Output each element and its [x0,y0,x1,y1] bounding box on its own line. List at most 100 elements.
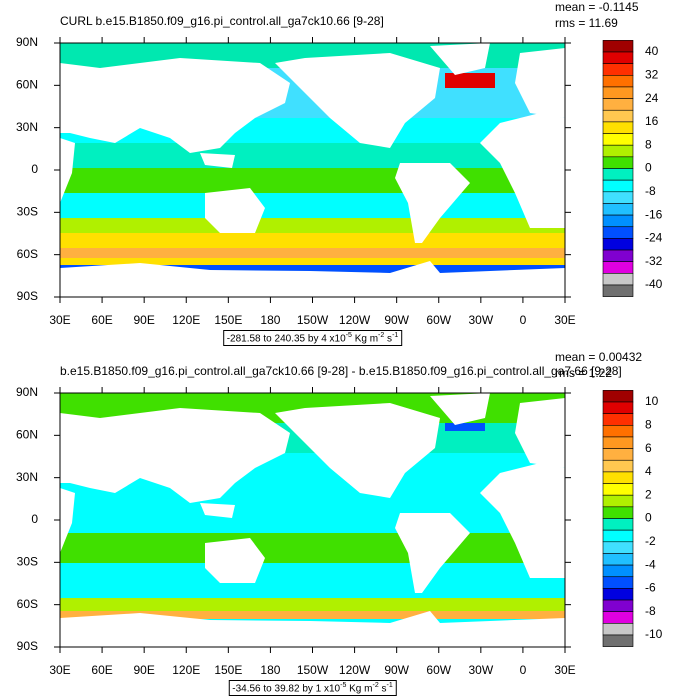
colorbar-box [602,541,634,554]
colorbar-label: 16 [645,114,659,128]
colorbar-box [602,284,634,297]
lon-label: 60W [426,313,451,327]
colorbar-box [602,86,634,99]
colorbar-label: 0 [645,161,652,175]
lon-label: 90E [133,663,154,677]
colorbar-box [602,611,634,624]
colorbar-box [602,273,634,286]
colorbar-box [602,51,634,64]
colorbar-box [602,634,634,647]
colorbar-box [602,168,634,181]
lon-label: 60E [91,663,112,677]
range-unit: s [378,683,387,695]
lon-label: 30W [468,313,493,327]
colorbar-label: -8 [645,184,656,198]
colorbar-box [602,483,634,496]
colorbar-box [602,564,634,578]
colorbar-box [602,238,634,251]
colorbar-label: 40 [645,44,659,58]
colorbar-box [602,459,634,473]
colorbar-label: -32 [645,254,663,268]
colorbar-box [602,203,634,216]
lat-label: 90S [17,639,38,653]
lon-label: 60W [426,663,451,677]
colorbar-box [602,75,634,88]
lon-label: 150W [297,663,329,677]
colorbar-label: 10 [645,394,659,408]
colorbar-label: 8 [645,417,652,431]
colorbar-box [602,518,634,531]
colorbar-box [602,191,634,204]
colorbar-box [602,471,634,484]
lat-label: 90S [17,289,38,303]
range-unit: Kg m [346,683,373,695]
lon-label: 90W [384,663,409,677]
panel-title: b.e15.B1850.f09_g16.pi_control.all_ga7ck… [60,364,622,378]
range-exp: -2 [378,332,385,339]
map [60,43,565,297]
colorbar-label: 32 [645,67,659,81]
colorbar-box [602,109,634,123]
range-text: -281.58 to 240.35 by 4 x10 [226,333,346,345]
colorbar-box [602,121,634,134]
colorbar-label: -6 [645,581,656,595]
colorbar-label: -2 [645,534,656,548]
colorbar-label: -10 [645,627,663,641]
colorbar-label: 0 [645,511,652,525]
colorbar-label: -8 [645,604,656,618]
colorbar-label: 8 [645,137,652,151]
colorbar-box [602,98,634,111]
lon-label: 120E [172,313,200,327]
mean-label: mean = 0.00432 [555,350,642,364]
mean-label: mean = -0.1145 [555,0,639,14]
range-exp: -5 [340,682,347,689]
colorbar-box [602,436,634,449]
colorbar-box [602,249,634,263]
lon-label: 60E [91,313,112,327]
range-exp: -2 [372,682,379,689]
lat-label: 30N [16,120,38,134]
range-unit: s [384,333,393,345]
colorbar-box [602,576,634,589]
lon-label: 180 [260,313,280,327]
lon-label: 30E [554,313,575,327]
lat-label: 90N [16,385,38,399]
lat-label: 60S [17,247,38,261]
range-note: -281.58 to 240.35 by 4 x10-5 Kg m-2 s-1 [222,330,403,347]
colorbar-box [602,448,634,461]
lat-label: 0 [31,512,38,526]
colorbar-box [602,494,634,508]
lon-label: 120W [339,663,371,677]
range-unit: Kg m [351,333,379,345]
lat-label: 30S [17,205,38,219]
map [60,393,565,647]
colorbar-box [602,133,634,146]
range-text: -34.56 to 39.82 by 1 x10 [232,683,341,695]
lon-label: 30E [554,663,575,677]
lon-label: 90E [133,313,154,327]
colorbar-label: -16 [645,207,663,221]
colorbar-box [602,424,634,438]
lon-label: 120E [172,663,200,677]
lon-label: 150E [214,663,242,677]
colorbar-box [602,401,634,414]
lon-label: 30E [49,313,70,327]
lat-label: 60S [17,597,38,611]
range-note: -34.56 to 39.82 by 1 x10-5 Kg m-2 s-1 [228,680,397,697]
colorbar-label: -40 [645,277,663,291]
range-exp: -1 [392,332,399,339]
lat-label: 90N [16,35,38,49]
colorbar-label: -24 [645,231,663,245]
colorbar-label: 4 [645,464,652,478]
colorbar-box [602,40,634,53]
lat-label: 60N [16,428,38,442]
colorbar-box [602,506,634,519]
colorbar-box [602,623,634,636]
panel-title: CURL b.e15.B1850.f09_g16.pi_control.all_… [60,14,384,28]
colorbar-box [602,63,634,76]
range-exp: -5 [345,332,352,339]
lon-label: 150E [214,313,242,327]
lon-label: 30E [49,663,70,677]
